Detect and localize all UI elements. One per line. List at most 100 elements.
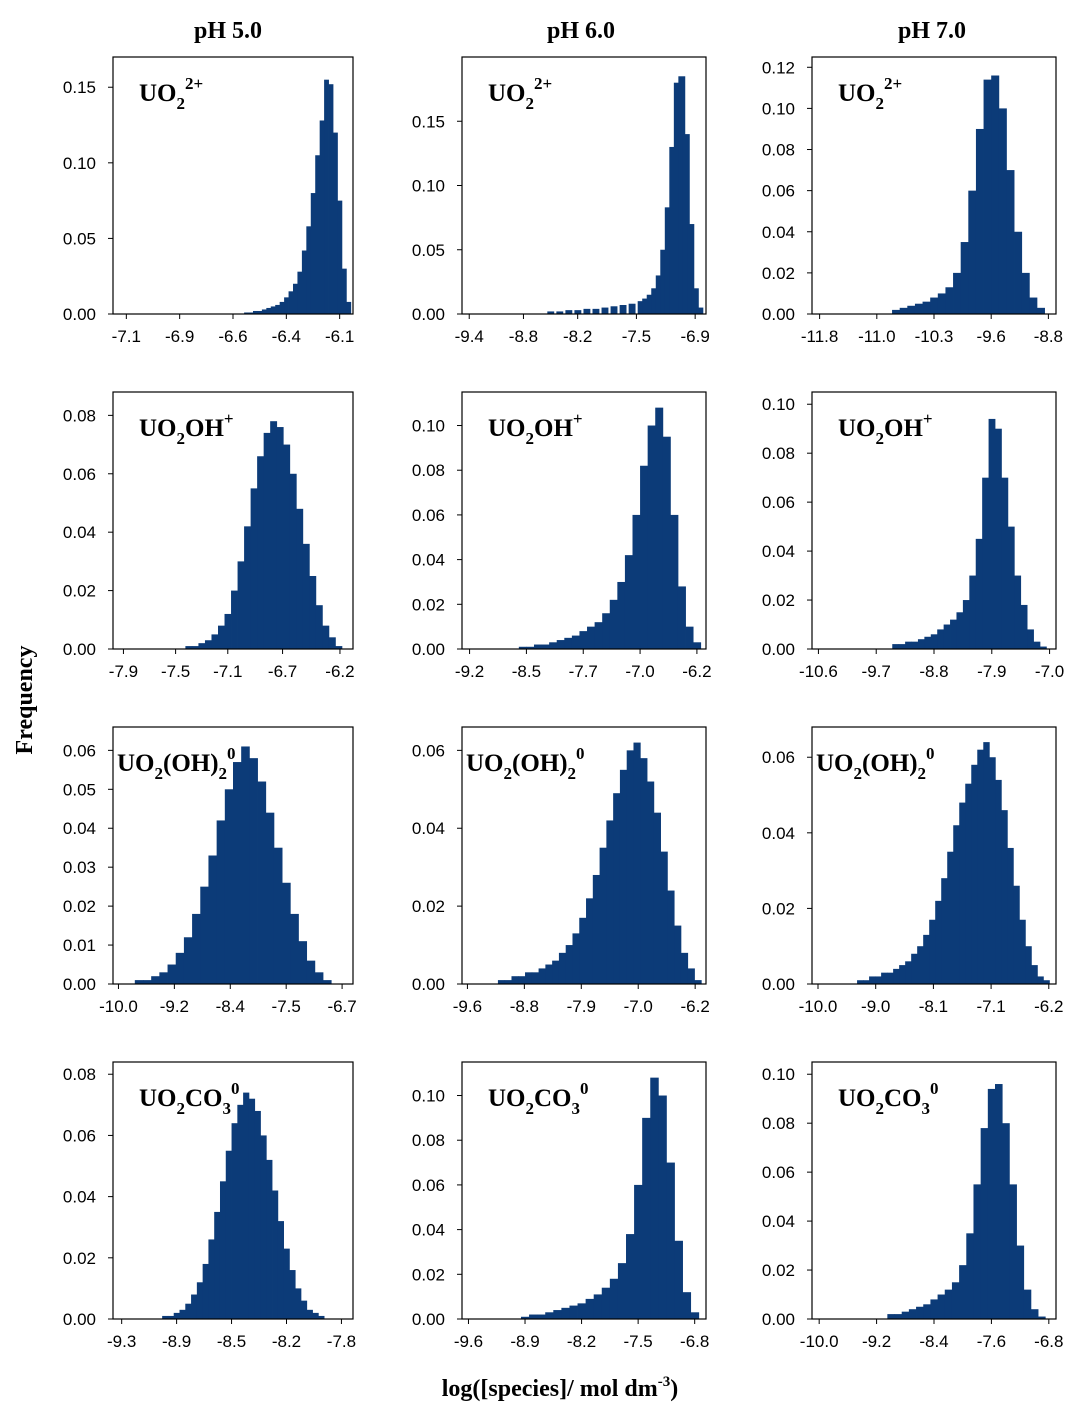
- histogram-bar: [257, 310, 263, 314]
- histogram-bar: [693, 642, 702, 649]
- y-tick-label: 0.06: [63, 741, 96, 760]
- y-tick-label: 0.15: [412, 112, 445, 131]
- y-tick-label: 0.00: [762, 640, 795, 659]
- x-tick-label: -11.8: [801, 327, 839, 346]
- histogram-bar: [640, 758, 648, 984]
- histogram-bar: [558, 952, 567, 984]
- histogram-bar: [1006, 170, 1015, 314]
- species-label-superscript: +: [573, 409, 583, 428]
- histogram-bar: [924, 636, 932, 649]
- species-label-superscript: +: [923, 409, 933, 428]
- plot-frame: [461, 391, 707, 650]
- histogram-bar: [660, 851, 668, 984]
- histogram-panel-r2-c0: -10.0 -9.2 -8.4 -7.5 -6.7 0.00 0.01 0.02 0.03 0.0…: [63, 726, 357, 1016]
- histogram-bar: [894, 1314, 903, 1319]
- y-tick-label: 0.02: [63, 1249, 96, 1268]
- y-tick-label: 0.06: [412, 741, 445, 760]
- y-tick-label: 0.08: [762, 141, 795, 160]
- histogram-bar: [185, 1303, 192, 1319]
- y-tick-label: 0.10: [412, 177, 445, 196]
- histogram-bar: [943, 624, 951, 649]
- x-tick-label: -7.0: [1035, 662, 1064, 681]
- species-label-group: OH: [534, 415, 573, 442]
- histogram-bar: [266, 307, 272, 314]
- histogram-bar: [969, 575, 977, 649]
- histogram-bar: [1039, 646, 1047, 649]
- y-tick-label: 0.00: [762, 305, 795, 324]
- histogram-bar: [261, 309, 267, 314]
- x-axis-title-main: log([species]/ mol dm: [442, 1376, 658, 1402]
- histogram-bar: [204, 640, 212, 649]
- histogram-panel-r3-c2: -10.0 -9.2 -8.4 -7.6 -6.8 0.00 0.02 0.04 0.06 0.0…: [762, 1061, 1063, 1351]
- histogram-bar: [198, 643, 206, 649]
- y-tick-label: 0.00: [762, 1310, 795, 1329]
- histogram-bar: [284, 297, 289, 314]
- histogram-bar: [1001, 810, 1008, 984]
- species-label: UO2(OH)20: [117, 744, 236, 783]
- histogram-bar: [1027, 629, 1034, 649]
- species-label-subscript: 3: [922, 1099, 931, 1118]
- histogram-bar: [634, 1184, 643, 1319]
- species-label-superscript: 0: [576, 744, 585, 763]
- species-label: UO2(OH)20: [466, 744, 585, 783]
- histogram-bar: [312, 1312, 319, 1319]
- histogram-bar: [565, 945, 573, 984]
- histogram-bar: [653, 812, 661, 984]
- histogram-bar: [941, 878, 948, 984]
- x-tick-label: -9.3: [107, 1332, 136, 1351]
- histogram-bar: [1043, 980, 1050, 984]
- histogram-bar: [196, 1282, 204, 1319]
- histogram-bar: [298, 941, 308, 984]
- histogram-bar: [1036, 307, 1045, 314]
- panels-group: -7.1 -6.9 -6.6 -6.4 -6.10.000.050.100.15 UO22…: [63, 56, 1064, 1351]
- x-tick-label: -9.0: [861, 997, 890, 1016]
- histogram-bar: [257, 456, 265, 649]
- histogram-bar: [655, 275, 663, 314]
- histogram-bar: [991, 75, 1000, 314]
- histogram-bar: [930, 297, 939, 314]
- histogram-bar: [682, 134, 690, 314]
- histogram-bar: [179, 1309, 186, 1319]
- histogram-bar: [680, 952, 689, 984]
- histogram-bar: [626, 1234, 635, 1319]
- species-label-group: (OH): [862, 750, 918, 777]
- histogram-bar: [185, 646, 193, 649]
- histogram-bar: [617, 581, 626, 649]
- species-label-group: OH: [884, 415, 923, 442]
- y-tick-label: 0.08: [412, 1131, 445, 1150]
- y-tick-label: 0.00: [412, 305, 445, 324]
- x-tick-label: -8.2: [563, 327, 592, 346]
- y-tick-label: 0.02: [762, 591, 795, 610]
- species-label-subscript: 2: [854, 764, 863, 783]
- species-label-base: UO: [488, 1085, 526, 1112]
- y-tick-label: 0.00: [762, 975, 795, 994]
- histogram-bar: [923, 934, 930, 984]
- histogram-bar: [290, 913, 299, 984]
- y-tick-label: 0.02: [63, 897, 96, 916]
- x-tick-label: -7.1: [976, 997, 1005, 1016]
- histogram-bar: [315, 155, 321, 314]
- histogram-bar: [273, 847, 283, 984]
- histogram-bar: [237, 561, 245, 649]
- histogram-bar: [646, 294, 654, 314]
- histogram-bar: [318, 1315, 325, 1319]
- histogram-bar: [959, 1265, 967, 1319]
- histogram-bar: [626, 750, 634, 984]
- histogram-bar: [666, 1162, 675, 1319]
- histogram-bar: [674, 925, 682, 984]
- histogram-bar: [1013, 885, 1020, 984]
- histogram-bar: [685, 626, 694, 649]
- y-tick-label: 0.06: [762, 748, 795, 767]
- histogram-bar: [1021, 272, 1030, 314]
- histogram-bar: [257, 781, 267, 984]
- histogram-bar: [248, 312, 254, 314]
- species-label-base: UO: [816, 750, 854, 777]
- histogram-bar: [682, 1292, 692, 1319]
- x-tick-label: -6.8: [1034, 1332, 1063, 1351]
- x-tick-label: -8.8: [510, 997, 539, 1016]
- x-tick-label: -7.7: [569, 662, 598, 681]
- histogram-bar: [922, 301, 931, 314]
- histogram-bar: [200, 886, 209, 984]
- histogram-bar: [216, 820, 226, 984]
- histogram-bar: [619, 305, 627, 314]
